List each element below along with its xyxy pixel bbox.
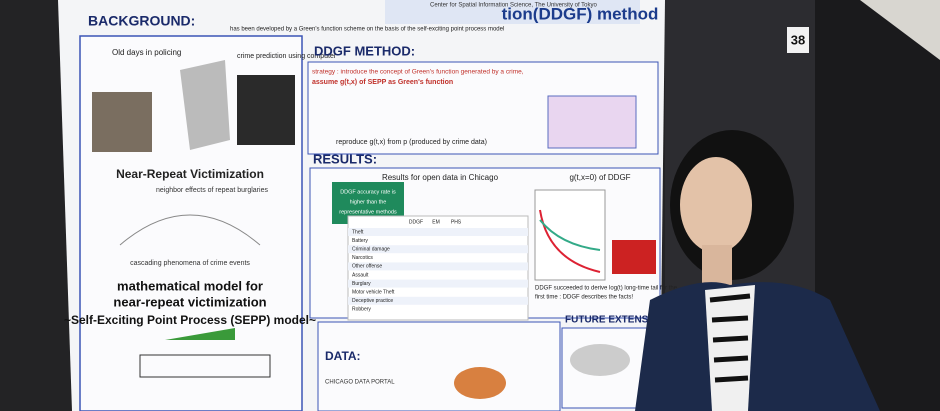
section-heading: RESULTS: — [313, 151, 377, 166]
caption: crime prediction using computer — [237, 53, 337, 60]
subheading: Near-Repeat Victimization — [116, 167, 264, 181]
callout-text: higher than the — [350, 199, 387, 205]
row-band — [348, 262, 528, 271]
data-panel — [317, 321, 561, 411]
caption: reproduce g(t,x) from p (produced by cri… — [336, 139, 487, 146]
strategy: strategy : introduce the concept of Gree… — [312, 69, 524, 76]
section-heading: FUTURE EXTENSION: — [565, 315, 669, 326]
ceiling — [860, 0, 940, 60]
row-band — [348, 279, 528, 288]
callout-text: representative methods — [339, 209, 397, 215]
row-label: Theft — [352, 229, 364, 235]
row-label: Battery — [352, 238, 368, 244]
subheading: ~Self-Exciting Point Process (SEPP) mode… — [64, 313, 316, 327]
row-label: Assault — [352, 272, 369, 278]
section-heading: BACKGROUND: — [88, 13, 195, 29]
graph-curve — [539, 209, 601, 273]
conclusion: DDGF succeeded to derive log(t) long-tim… — [535, 286, 678, 292]
caption: Old days in policing — [112, 48, 181, 57]
graph-curve — [539, 219, 601, 251]
ml-box — [547, 95, 637, 149]
table-title: Results for open data in Chicago — [382, 173, 499, 182]
intro: has been developed by a Green's function… — [230, 27, 504, 33]
row-label: Motor vehicle Theft — [352, 290, 395, 296]
subheading: near-repeat victimization — [113, 294, 266, 309]
table-header: DDGF — [409, 219, 423, 225]
callout-text: DDGF accuracy rate is — [340, 189, 396, 195]
red-note — [612, 240, 656, 274]
map-thumb — [180, 60, 230, 150]
strategy: assume g(t,x) of SEPP as Green's functio… — [312, 79, 453, 86]
arrow — [165, 328, 235, 340]
graph — [534, 189, 606, 281]
row-label: Deceptive practice — [352, 298, 393, 304]
row-band — [348, 245, 528, 254]
affiliation: Center for Spatial Information Science, … — [430, 3, 598, 9]
results-table: DDGF EM PHS Theft Battery Criminal damage Narc… — [347, 215, 529, 321]
graph-title: g(t,x=0) of DDGF — [569, 173, 630, 182]
row-label: Narcotics — [352, 255, 373, 261]
poster-number: 38 — [791, 32, 805, 47]
world-map — [570, 344, 630, 376]
conclusion: first time : DDGF describes the facts! — [535, 295, 633, 301]
formula-box — [139, 354, 271, 378]
row-label: Robbery — [352, 307, 371, 313]
row-label: Burglary — [352, 281, 371, 287]
title-band — [385, 0, 640, 24]
caption: cascading phenomena of crime events — [130, 260, 250, 267]
row-band — [348, 296, 528, 305]
stripes — [709, 293, 751, 383]
blouse — [705, 285, 755, 411]
table-header: PHS — [451, 219, 462, 225]
face — [680, 157, 752, 253]
map-thumb — [237, 75, 295, 145]
poster-title: tion(DDGF) method — [502, 4, 659, 23]
subheading: mathematical model for — [117, 278, 263, 293]
number-card — [787, 27, 809, 53]
jacket — [635, 282, 880, 411]
curve — [119, 214, 261, 246]
section-heading: DATA: — [325, 349, 361, 363]
caption: neighbor effects of repeat burglaries — [156, 187, 268, 194]
map — [454, 367, 506, 399]
neck — [702, 245, 732, 285]
row-label: Criminal damage — [352, 247, 390, 253]
data-source: CHICAGO DATA PORTAL — [325, 380, 395, 386]
table-header: EM — [432, 219, 440, 225]
photo-thumb — [92, 92, 152, 152]
row-band — [348, 228, 528, 236]
section-heading: DDGF METHOD: — [314, 43, 415, 58]
row-label: Other offense — [352, 264, 382, 270]
